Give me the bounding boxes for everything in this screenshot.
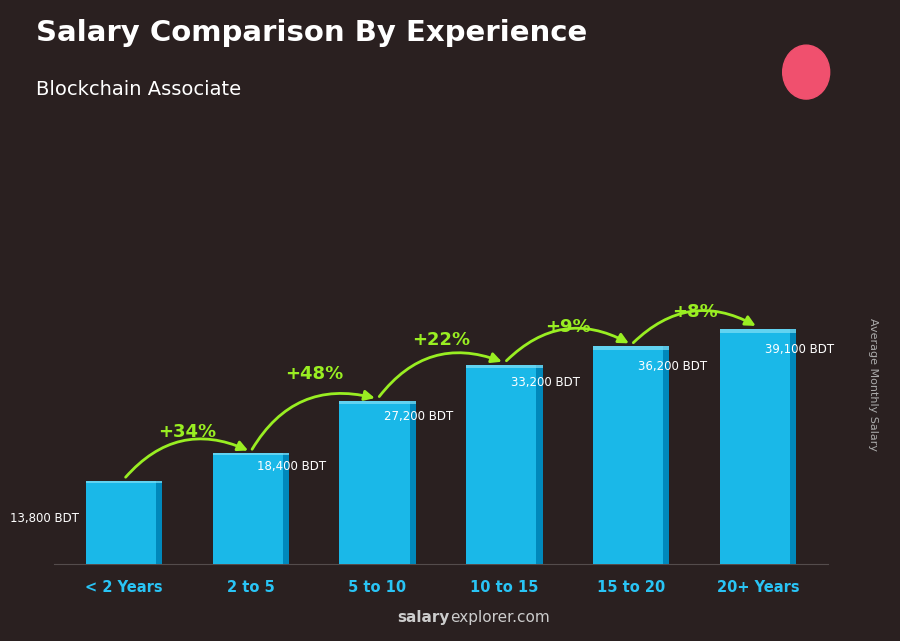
Text: salary: salary [398,610,450,625]
Text: Salary Comparison By Experience: Salary Comparison By Experience [36,19,587,47]
Bar [339,401,416,564]
Text: +48%: +48% [285,365,343,383]
Bar [466,365,543,564]
Bar [720,329,796,333]
Text: +34%: +34% [158,424,216,442]
Text: +8%: +8% [672,303,717,321]
Text: +9%: +9% [545,318,590,337]
Text: 39,100 BDT: 39,100 BDT [765,343,833,356]
Text: explorer.com: explorer.com [450,610,550,625]
Text: 18,400 BDT: 18,400 BDT [257,460,326,473]
Bar [593,347,670,351]
Bar [593,347,670,564]
Bar [212,453,289,564]
Bar [536,365,543,564]
Bar [410,401,416,564]
Bar [86,481,162,564]
Text: 13,800 BDT: 13,800 BDT [11,512,79,525]
Text: Average Monthly Salary: Average Monthly Salary [868,318,878,451]
Bar [86,481,162,483]
Text: 36,200 BDT: 36,200 BDT [638,360,707,372]
Bar [663,347,670,564]
Bar [156,481,162,564]
Bar [339,401,416,404]
Text: 33,200 BDT: 33,200 BDT [511,376,580,390]
Bar [790,329,796,564]
Text: Blockchain Associate: Blockchain Associate [36,80,241,99]
Bar [212,453,289,456]
Text: +22%: +22% [412,331,470,349]
Bar [466,365,543,368]
Text: 27,200 BDT: 27,200 BDT [384,410,454,424]
Bar [283,453,289,564]
Circle shape [783,45,830,99]
Bar [720,329,796,564]
